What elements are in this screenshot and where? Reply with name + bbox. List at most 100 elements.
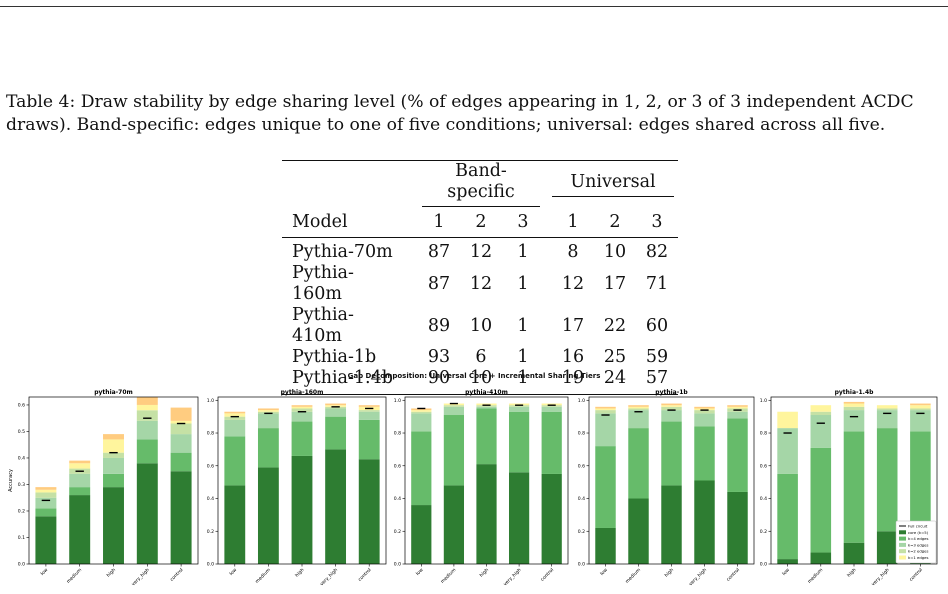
cell: 12 bbox=[469, 273, 493, 294]
bar-segment bbox=[443, 406, 465, 416]
cell: 16 bbox=[561, 347, 585, 367]
x-tick-label: medium bbox=[807, 567, 825, 585]
bar-segment bbox=[595, 406, 616, 409]
sub-header: 1 bbox=[433, 211, 445, 232]
bar-segment bbox=[694, 408, 715, 411]
sub-header: 3 bbox=[517, 211, 529, 232]
x-tick-label: high bbox=[479, 567, 490, 578]
bar-segment bbox=[727, 411, 748, 419]
x-tick-label: very_high bbox=[688, 567, 708, 587]
bar-segment bbox=[103, 434, 124, 440]
bar-segment bbox=[358, 405, 380, 407]
panel-frame bbox=[217, 396, 387, 565]
cell: 59 bbox=[645, 347, 669, 367]
chart-panel: pythia-410m 0.0 0.2 0.4 0.6 0.8 1.0 low medium hi… bbox=[394, 389, 569, 587]
bar-segment bbox=[358, 419, 380, 460]
bar-segment bbox=[35, 492, 57, 498]
y-axis-label: Accuracy bbox=[8, 469, 14, 492]
cell: 1 bbox=[517, 273, 529, 294]
bar-segment bbox=[810, 415, 832, 448]
y-tick-label: 0.2 bbox=[207, 529, 214, 535]
bar-segment bbox=[694, 413, 715, 427]
bar-segment bbox=[843, 406, 865, 411]
bar-segment bbox=[541, 406, 562, 412]
bar-segment bbox=[727, 406, 748, 409]
bar-segment bbox=[411, 431, 432, 506]
bar-segment bbox=[628, 428, 649, 499]
bar-segment bbox=[325, 405, 347, 407]
x-tick-label: control bbox=[169, 567, 185, 583]
bar-segment bbox=[257, 410, 279, 412]
y-tick-label: 0.4 bbox=[578, 496, 585, 502]
x-tick-label: medium bbox=[66, 567, 84, 585]
bar-segment bbox=[628, 410, 649, 429]
bar-segment bbox=[411, 413, 432, 432]
bar-segment bbox=[661, 406, 682, 411]
cell: 8 bbox=[567, 242, 579, 262]
y-tick-label: 0.2 bbox=[578, 529, 585, 535]
bar-segment bbox=[476, 406, 497, 409]
bar-segment bbox=[508, 403, 530, 406]
legend-swatch bbox=[899, 549, 906, 554]
x-tick-label: medium bbox=[440, 567, 458, 585]
y-tick-label: 0.0 bbox=[760, 562, 767, 568]
y-tick-label: 0.4 bbox=[760, 496, 767, 502]
bar-segment bbox=[170, 423, 192, 435]
y-tick-label: 0.8 bbox=[578, 431, 585, 437]
bar-segment bbox=[541, 473, 562, 564]
legend-swatch bbox=[899, 555, 906, 560]
bar-segment bbox=[843, 401, 865, 404]
bar-segment bbox=[325, 416, 347, 450]
sub-header: 1 bbox=[567, 211, 579, 232]
bar-segment bbox=[508, 411, 530, 473]
y-tick-label: 1.0 bbox=[760, 398, 767, 404]
cell: 1 bbox=[517, 242, 529, 262]
y-tick-label: 0.1 bbox=[18, 535, 25, 541]
bar-segment bbox=[411, 410, 432, 412]
header-model: Model bbox=[292, 211, 348, 232]
bar-segment bbox=[291, 405, 313, 407]
bar-segment bbox=[291, 455, 313, 564]
cell: 1 bbox=[517, 347, 529, 367]
table-row: Pythia-160m 87 12 1 12 17 71 bbox=[282, 263, 678, 305]
cell: 22 bbox=[603, 315, 627, 336]
bar-segment bbox=[661, 410, 682, 422]
x-tick-label: very_high bbox=[131, 567, 151, 587]
sub-header: 2 bbox=[609, 211, 621, 232]
y-tick-label: 1.0 bbox=[207, 398, 214, 404]
y-tick-label: 0.8 bbox=[207, 431, 214, 437]
bar-segment bbox=[69, 473, 91, 488]
cell: 89 bbox=[427, 315, 451, 336]
panel-title: pythia-1b bbox=[655, 389, 688, 396]
bar-segment bbox=[136, 410, 158, 421]
row-model: Pythia-1b bbox=[292, 347, 377, 367]
cell: 10 bbox=[469, 315, 493, 336]
cell: 19 bbox=[561, 368, 585, 388]
bar-segment bbox=[595, 527, 616, 564]
chart-panel: pythia-1b 0.0 0.2 0.4 0.6 0.8 1.0 low medium high… bbox=[578, 389, 755, 587]
cell: 12 bbox=[469, 242, 493, 262]
bar-segment bbox=[508, 472, 530, 564]
bar-segment bbox=[443, 405, 465, 407]
bar-segment bbox=[727, 418, 748, 492]
legend-label: Full circuit bbox=[908, 524, 928, 529]
x-tick-label: control bbox=[908, 567, 924, 583]
bar-segment bbox=[411, 505, 432, 564]
bar-segment bbox=[69, 460, 91, 464]
bar-segment bbox=[136, 463, 158, 564]
y-tick-label: 0.4 bbox=[394, 496, 401, 502]
bar-segment bbox=[843, 431, 865, 543]
bar-segment bbox=[910, 403, 931, 406]
bar-segment bbox=[35, 508, 57, 517]
bar-segment bbox=[541, 411, 562, 474]
cell: 17 bbox=[561, 315, 585, 336]
bar-segment bbox=[476, 403, 497, 406]
bar-segment bbox=[325, 406, 347, 409]
panel-title: pythia-160m bbox=[281, 389, 324, 396]
panel-frame bbox=[28, 396, 199, 565]
bar-segment bbox=[358, 410, 380, 412]
bar-segment bbox=[257, 467, 279, 564]
top-rule bbox=[0, 6, 948, 7]
bar-segment bbox=[694, 410, 715, 414]
cell: 87 bbox=[427, 273, 451, 294]
